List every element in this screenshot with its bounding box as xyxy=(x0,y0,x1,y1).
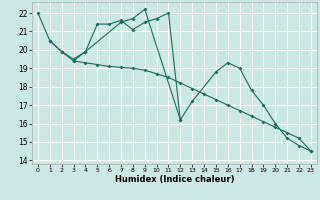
X-axis label: Humidex (Indice chaleur): Humidex (Indice chaleur) xyxy=(115,175,234,184)
